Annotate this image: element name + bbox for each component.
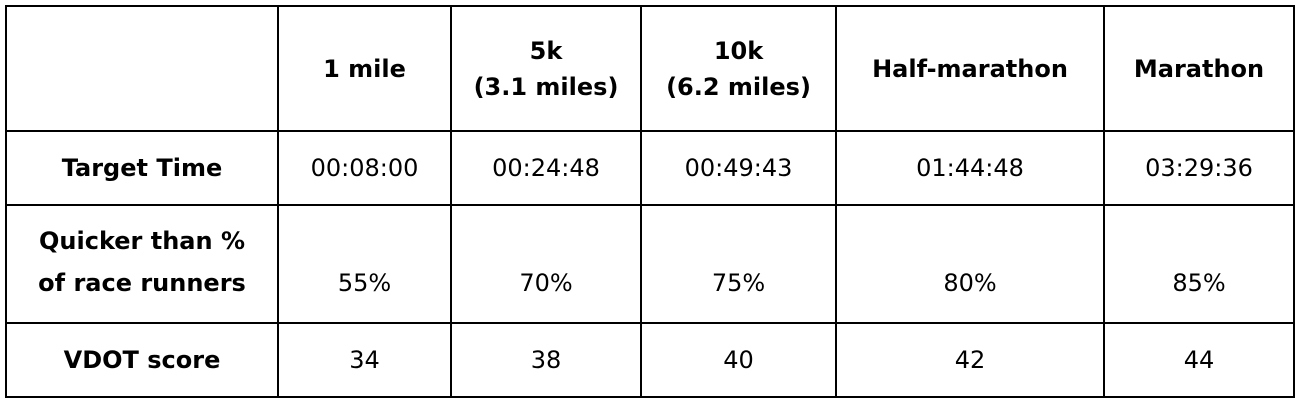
row-label: VDOT score <box>5 322 279 398</box>
value-cell: 55% <box>277 204 452 324</box>
column-header: 1 mile <box>277 5 452 132</box>
text-line: of race runners <box>38 269 246 297</box>
value-cell: 00:49:43 <box>640 130 837 206</box>
value-cell: 80% <box>835 204 1105 324</box>
text-line: 5k <box>529 36 563 65</box>
column-header: Half-marathon <box>835 5 1105 132</box>
value-cell: 40 <box>640 322 837 398</box>
value-cell: 44 <box>1103 322 1295 398</box>
corner-cell <box>5 5 279 132</box>
text-line: (6.2 miles) <box>666 72 811 101</box>
text-line: 10k <box>713 36 764 65</box>
value-cell: 03:29:36 <box>1103 130 1295 206</box>
text-line: (3.1 miles) <box>473 72 619 101</box>
value-cell: 75% <box>640 204 837 324</box>
value-cell: 00:24:48 <box>450 130 642 206</box>
value-cell: 85% <box>1103 204 1295 324</box>
text-line: 1 mile <box>323 54 406 83</box>
text-line: Marathon <box>1133 54 1265 83</box>
text-line: Half-marathon <box>872 54 1068 83</box>
data-row: Target Time 00:08:00 00:24:48 00:49:43 01:44… <box>5 130 1295 206</box>
value-cell: 34 <box>277 322 452 398</box>
text-line: Target Time <box>61 154 223 182</box>
race-table: 1 mile 5k (3.1 miles) 10k (6.2 miles) Half-ma… <box>5 5 1295 398</box>
value-cell: 42 <box>835 322 1105 398</box>
value-cell: 38 <box>450 322 642 398</box>
column-header: 5k (3.1 miles) <box>450 5 642 132</box>
row-label: Target Time <box>5 130 279 206</box>
data-row: VDOT score 34 38 40 42 44 <box>5 322 1295 398</box>
text-line: Quicker than % <box>39 227 245 255</box>
row-label: Quicker than % of race runners <box>5 204 279 324</box>
value-cell: 00:08:00 <box>277 130 452 206</box>
column-header: 10k (6.2 miles) <box>640 5 837 132</box>
value-cell: 01:44:48 <box>835 130 1105 206</box>
column-header: Marathon <box>1103 5 1295 132</box>
table-body: 1 mile 5k (3.1 miles) 10k (6.2 miles) Half-ma… <box>5 5 1295 398</box>
text-line: VDOT score <box>63 346 221 374</box>
value-cell: 70% <box>450 204 642 324</box>
header-row: 1 mile 5k (3.1 miles) 10k (6.2 miles) Half-ma… <box>5 5 1295 132</box>
data-row: Quicker than % of race runners 55% 70% 75% 80… <box>5 204 1295 324</box>
